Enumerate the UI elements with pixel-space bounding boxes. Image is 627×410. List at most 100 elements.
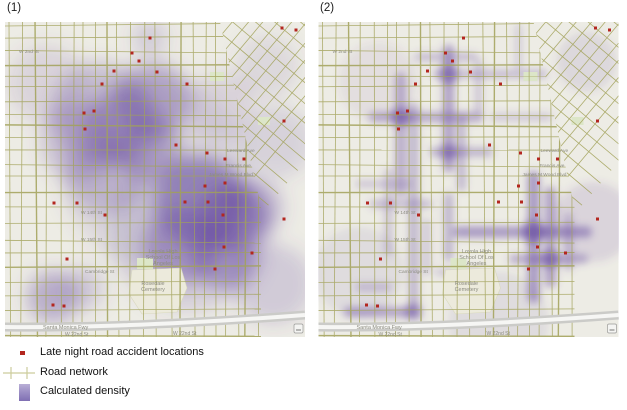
accident-dot — [499, 82, 502, 86]
accident-dot — [103, 213, 107, 217]
accident-point-icon — [20, 351, 25, 355]
accident-dot — [556, 157, 559, 161]
svg-text:Cambridge St: Cambridge St — [85, 269, 115, 275]
accident-dot — [280, 26, 284, 30]
svg-text:James M Wood Blvd: James M Wood Blvd — [523, 172, 567, 178]
accident-dot — [221, 213, 225, 217]
accident-dot — [497, 200, 500, 204]
road-network-marker-icon — [2, 365, 36, 386]
svg-text:W 22nd St: W 22nd St — [487, 331, 511, 337]
accident-dot — [174, 143, 178, 147]
svg-text:W 2nd St: W 2nd St — [19, 49, 39, 55]
freeway-centerline — [318, 313, 619, 330]
accident-dot — [535, 213, 538, 217]
accident-dot — [82, 111, 86, 115]
accident-dot — [517, 184, 520, 188]
accident-dot — [155, 70, 159, 74]
accident-dot — [462, 36, 465, 40]
accident-dot — [451, 59, 454, 63]
park-area — [450, 258, 467, 269]
accident-dot — [92, 109, 96, 113]
accident-dot — [205, 151, 209, 155]
svg-text:Santa Monica Fwy: Santa Monica Fwy — [43, 325, 88, 331]
accident-dot — [62, 304, 66, 308]
accident-dot — [520, 200, 523, 204]
accident-dot — [596, 217, 599, 221]
density-swatch-icon — [19, 384, 30, 401]
svg-text:Cemetery: Cemetery — [455, 287, 479, 293]
accident-dot — [406, 109, 409, 113]
svg-text:Rosedale: Rosedale — [455, 281, 478, 287]
legend-label-density: Calculated density — [40, 385, 130, 397]
svg-text:W 22nd St: W 22nd St — [65, 332, 89, 337]
accident-dot — [148, 36, 152, 40]
accident-dot — [250, 251, 254, 255]
svg-text:Rosedale: Rosedale — [141, 281, 164, 287]
accident-dot — [594, 26, 597, 30]
svg-text:W 15th St: W 15th St — [81, 237, 103, 243]
accident-dot — [488, 143, 491, 147]
accident-dot — [596, 119, 599, 123]
accident-dot — [206, 200, 210, 204]
accident-dot — [417, 213, 420, 217]
accident-dot — [203, 184, 207, 188]
park-area — [137, 258, 153, 269]
accident-dot — [376, 304, 379, 308]
svg-text:Leeward Ave: Leeward Ave — [227, 148, 255, 154]
map-widget-icon[interactable] — [607, 323, 617, 334]
accident-points-layer — [365, 26, 611, 308]
accident-dot — [426, 69, 429, 73]
svg-text:W 22nd St: W 22nd St — [379, 332, 403, 337]
accident-dot — [223, 181, 227, 185]
svg-text:W 14th St: W 14th St — [395, 210, 417, 216]
accident-points-layer — [51, 26, 298, 308]
svg-text:Francis Ave: Francis Ave — [540, 163, 565, 169]
svg-text:Loyola High: Loyola High — [148, 249, 177, 255]
park-area — [258, 117, 270, 125]
accident-dot — [130, 51, 134, 55]
accident-dot — [185, 82, 189, 86]
road-grid-orthogonal — [5, 22, 261, 337]
accident-dot — [137, 59, 141, 63]
accident-dot — [75, 201, 79, 205]
accident-dot — [397, 127, 400, 131]
accident-dot — [65, 257, 69, 261]
svg-text:James M Wood Blvd: James M Wood Blvd — [209, 172, 253, 178]
svg-text:W 14th St: W 14th St — [81, 210, 103, 216]
svg-text:School Of Los: School Of Los — [146, 255, 181, 261]
accident-dot — [223, 157, 227, 161]
map-widget-icon[interactable] — [293, 323, 304, 334]
accident-dot — [242, 157, 246, 161]
accident-dot — [379, 257, 382, 261]
road-grid-orthogonal — [318, 22, 575, 337]
accident-dot — [527, 267, 530, 271]
panel-2-label: (2) — [320, 2, 335, 14]
accident-dot — [100, 82, 104, 86]
accident-dot — [537, 157, 540, 161]
accident-dot — [537, 181, 540, 185]
freeway-centerline — [5, 313, 305, 330]
park-area — [571, 117, 584, 125]
accident-dot — [366, 201, 369, 205]
legend-label-road-network: Road network — [40, 366, 108, 378]
svg-text:Cambridge St: Cambridge St — [399, 269, 429, 275]
accident-dot — [52, 201, 56, 205]
accident-dot — [213, 267, 217, 271]
accident-dot — [365, 303, 368, 307]
accident-dot — [469, 70, 472, 74]
accident-dot — [282, 119, 286, 123]
svg-text:Loyola High: Loyola High — [462, 249, 491, 255]
svg-text:Leeward Ave: Leeward Ave — [541, 148, 569, 154]
accident-dot — [222, 245, 226, 249]
accident-dot — [414, 82, 417, 86]
svg-text:Francis Ave: Francis Ave — [226, 163, 251, 169]
svg-text:W 22nd St: W 22nd St — [173, 331, 197, 337]
accident-dot — [389, 201, 392, 205]
accident-dot — [519, 151, 522, 155]
accident-dot — [444, 51, 447, 55]
